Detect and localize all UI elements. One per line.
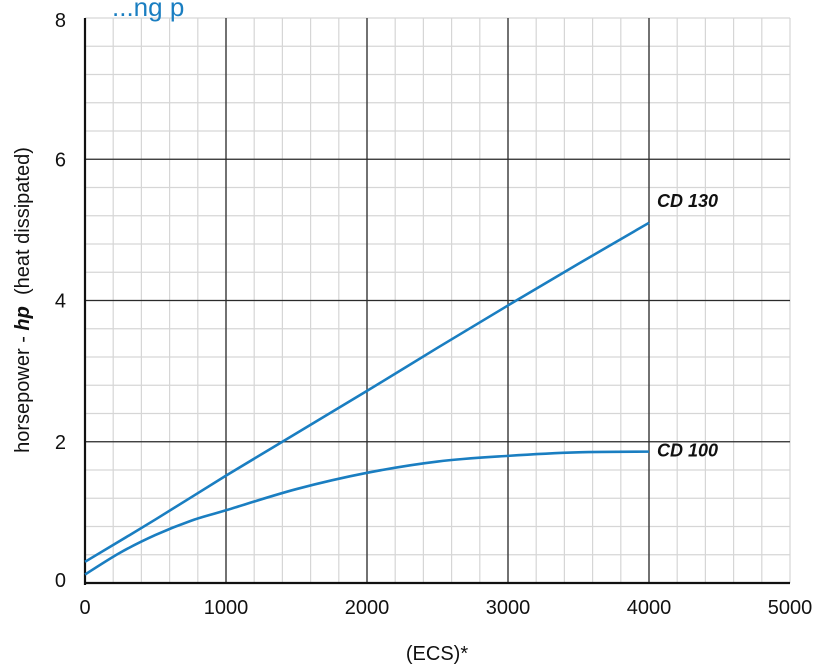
x-tick-label: 5000	[768, 597, 813, 619]
axes	[83, 18, 790, 585]
series-line-cd-100	[84, 450, 650, 576]
y-tick-label: 0	[55, 570, 66, 592]
y-tick-label: 2	[55, 432, 66, 454]
series-labels: CD 130 CD 100	[657, 191, 718, 461]
chart-title: ...ng p	[112, 0, 184, 22]
series-line-cd-130	[84, 221, 650, 563]
x-tick-label: 0	[79, 597, 90, 619]
y-axis-title: horsepower - hp (heat dissipated)	[12, 147, 34, 453]
y-tick-labels: 0 2 4 6 8	[55, 10, 66, 592]
y-tick-label: 6	[55, 149, 66, 171]
series-lines	[84, 221, 650, 576]
y-axis-title-suffix: (heat dissipated)	[12, 147, 34, 306]
x-tick-label: 2000	[345, 597, 390, 619]
y-tick-label: 8	[55, 10, 66, 32]
x-tick-label: 3000	[486, 597, 531, 619]
y-axis-title-prefix: horsepower -	[12, 331, 34, 453]
y-axis-title-emphasis: hp	[12, 306, 34, 330]
series-label-cd-100: CD 100	[657, 441, 718, 461]
x-axis-title: (ECS)*	[406, 643, 468, 665]
major-grid	[85, 18, 790, 583]
series-label-cd-130: CD 130	[657, 191, 718, 211]
x-tick-label: 1000	[204, 597, 249, 619]
y-tick-label: 4	[55, 291, 66, 313]
x-tick-labels: 0 1000 2000 3000 4000 5000	[79, 597, 812, 619]
x-tick-label: 4000	[627, 597, 672, 619]
